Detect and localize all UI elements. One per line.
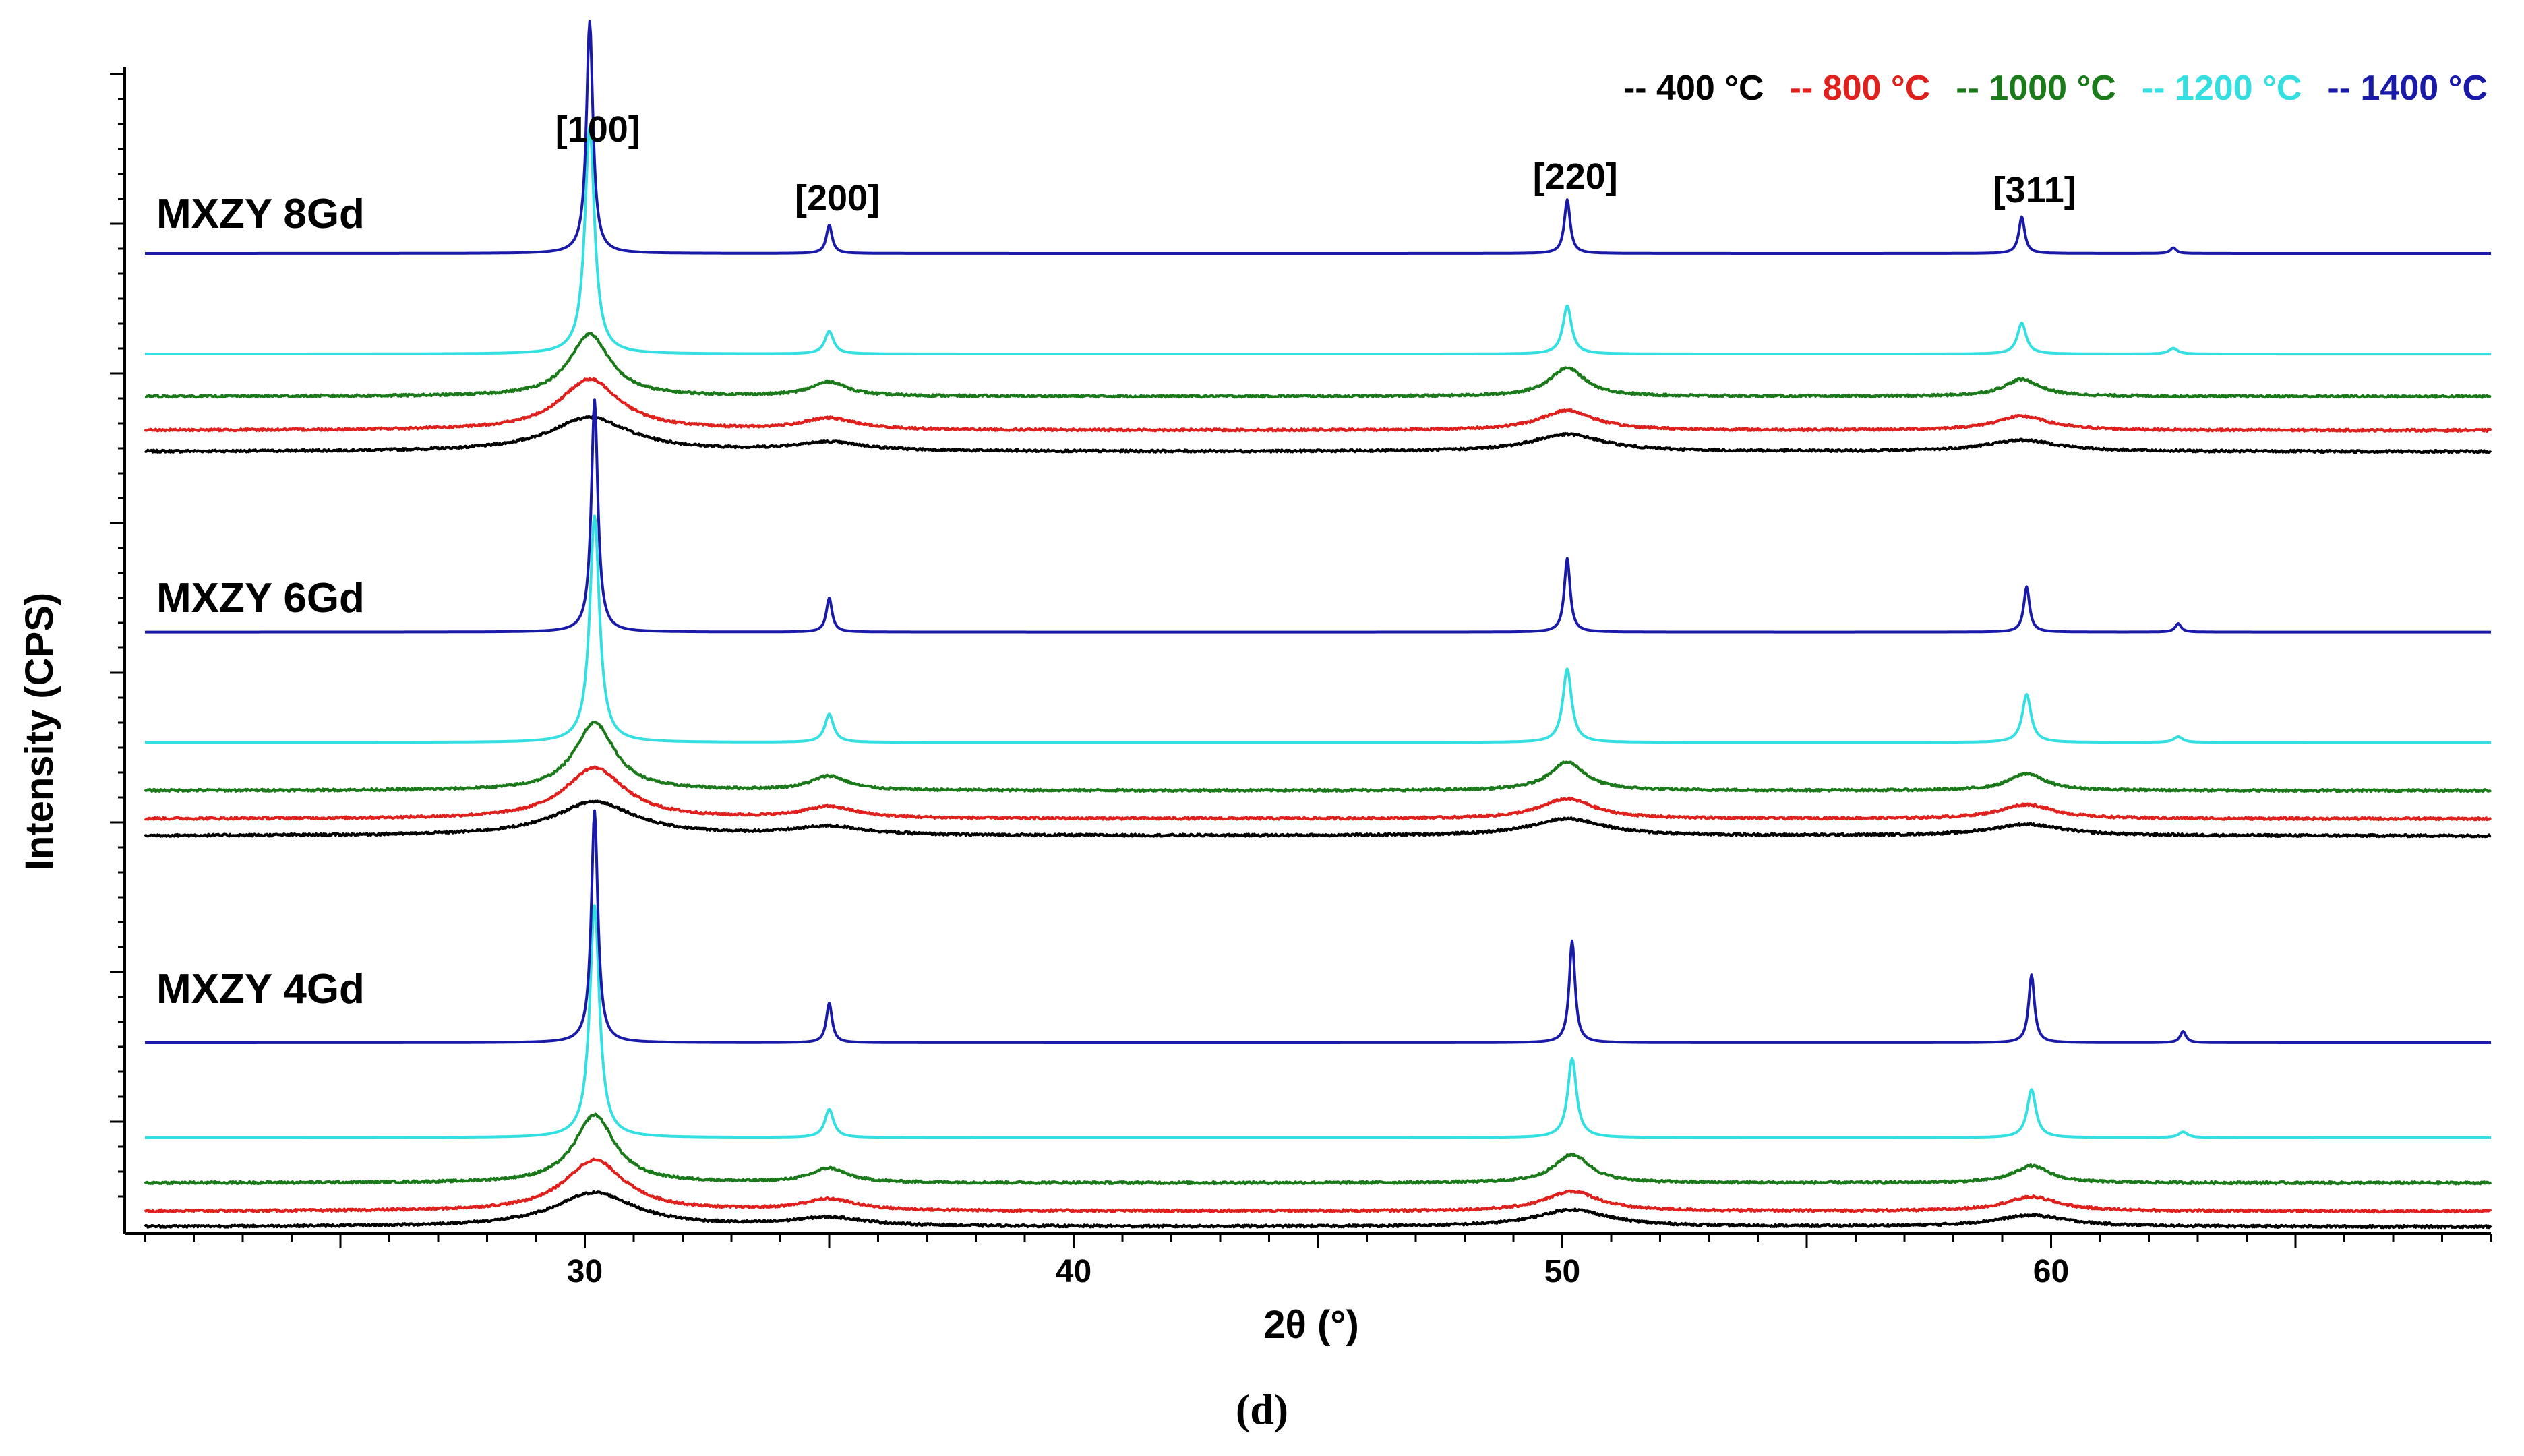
legend-label: 1200 °C (2175, 69, 2302, 108)
series-line-800C (144, 765, 2492, 822)
legend-item: -- 800 °C (1790, 69, 1931, 108)
legend-item: -- 400 °C (1623, 69, 1764, 108)
x-tick-label: 50 (1544, 1254, 1580, 1290)
group-label: MXZY 8Gd (156, 191, 365, 237)
legend-dash: -- (2327, 69, 2360, 108)
series-line-1200C (144, 904, 2492, 1139)
y-axis-label: Intensity (CPS) (18, 593, 61, 871)
series-line-1000C (144, 332, 2492, 399)
figure-caption: (d) (1236, 1385, 1288, 1433)
legend-item: -- 1000 °C (1956, 69, 2116, 108)
series-line-1400C (144, 398, 2492, 634)
legend-label: 800 °C (1823, 69, 1931, 108)
legend-dash: -- (2142, 69, 2175, 108)
legend-label: 400 °C (1656, 69, 1764, 108)
series-group (144, 809, 2492, 1230)
series-group (144, 20, 2492, 454)
group-label: MXZY 4Gd (156, 966, 365, 1012)
series-line-1000C (144, 721, 2492, 793)
series-line-1000C (144, 1112, 2492, 1186)
legend-label: 1400 °C (2361, 69, 2488, 108)
legend-item: -- 1400 °C (2327, 69, 2488, 108)
axes: 30 40 50 60 (110, 67, 2492, 1290)
x-tick-label: 30 (567, 1254, 603, 1290)
series-line-1400C (144, 809, 2492, 1044)
legend-item: -- 1200 °C (2142, 69, 2302, 108)
legend-label: 1000 °C (1989, 69, 2115, 108)
legend-dash: -- (1790, 69, 1823, 108)
x-tick-label: 40 (1056, 1254, 1091, 1290)
series-line-800C (144, 1157, 2492, 1214)
reflection-label: [311] (1993, 170, 2076, 210)
legend-dash: -- (1956, 69, 1989, 108)
label-layer: MXZY 8Gd MXZY 6Gd MXZY 4Gd [100] [200] [220] [… (156, 69, 2488, 1012)
legend: -- 1400 °C-- 1200 °C-- 1000 °C-- 800 °C-… (1623, 69, 2488, 108)
legend-dash: -- (1623, 69, 1656, 108)
series-group (144, 398, 2492, 839)
x-axis-label: 2θ (°) (1263, 1303, 1359, 1347)
series-line-400C (144, 1190, 2492, 1230)
series-line-1200C (144, 126, 2492, 356)
series-line-800C (144, 377, 2492, 433)
reflection-label: [220] (1533, 156, 1618, 197)
series-line-400C (144, 799, 2492, 839)
series-layer (144, 20, 2492, 1230)
series-line-1200C (144, 514, 2492, 744)
reflection-label: [200] (795, 178, 880, 218)
x-tick-label: 60 (2033, 1254, 2069, 1290)
series-line-1400C (144, 20, 2492, 255)
group-label: MXZY 6Gd (156, 575, 365, 621)
reflection-label: [100] (555, 109, 640, 150)
series-line-400C (144, 415, 2492, 454)
